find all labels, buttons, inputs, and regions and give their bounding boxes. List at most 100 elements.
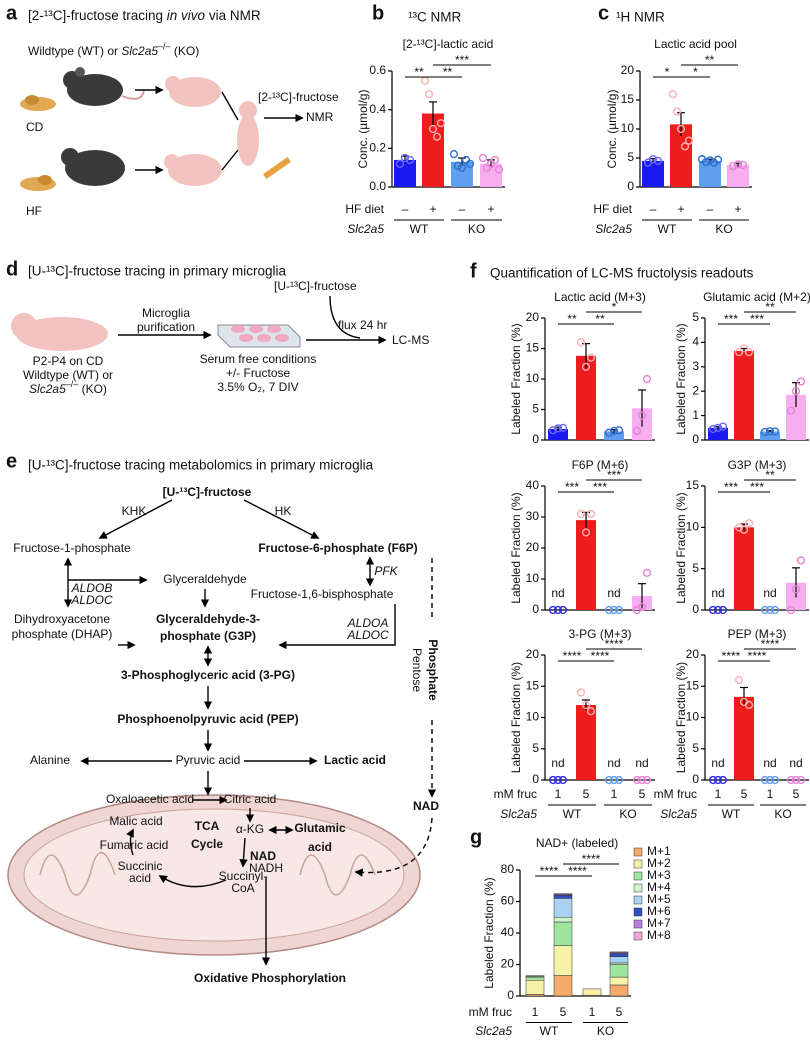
value-label: nd	[789, 756, 802, 770]
group-label: KO	[774, 807, 791, 821]
data-point	[791, 387, 801, 396]
bar	[734, 527, 754, 610]
tracer-label: [U-¹³C]-fructose	[274, 279, 357, 293]
data-point	[642, 374, 652, 384]
x-row-label: mM fruc	[654, 787, 697, 801]
y-tick-label: 0	[627, 179, 634, 193]
y-tick-label: 30	[526, 509, 540, 523]
data-point	[744, 519, 754, 528]
bar-segment	[553, 898, 573, 918]
data-point	[796, 556, 806, 565]
significance-label: ****	[563, 649, 582, 663]
y-tick-label: 15	[686, 678, 700, 692]
pathway-node: PFK	[374, 564, 398, 578]
significance-label: ***	[455, 53, 469, 67]
data-point	[558, 775, 568, 785]
data-point	[765, 427, 775, 436]
legend-swatch	[633, 931, 643, 941]
panel-title: ¹³C NMR	[408, 10, 461, 25]
data-point	[744, 348, 754, 357]
x-tick-label: 1	[589, 1005, 596, 1019]
readout-label: NMR	[306, 110, 334, 124]
value-label: nd	[551, 756, 564, 770]
data-point	[581, 362, 591, 371]
pathway-node: α-KG	[236, 822, 264, 836]
pathway-node: Fructose-1,6-bisphosphate	[251, 587, 394, 601]
legend-swatch	[633, 919, 643, 929]
data-point	[642, 568, 652, 577]
panel-title: [2-¹³C]-fructose tracing in vivo via NMR	[28, 8, 261, 23]
data-point	[614, 775, 624, 785]
x-row-label: Slc2a5	[660, 807, 697, 821]
data-point	[796, 377, 806, 386]
y-tick-label: 5	[627, 150, 634, 164]
y-tick-label: 20	[526, 310, 540, 324]
significance-label: ***	[593, 480, 607, 494]
x-tick-label: 5	[583, 787, 590, 801]
pathway-node: Fumaric acid	[100, 838, 169, 852]
legend-label: M+5	[647, 892, 671, 906]
x-tick-label: 1	[611, 787, 618, 801]
x-tick-label: 5	[639, 787, 646, 801]
significance-label: ****	[591, 649, 610, 663]
pathway-node: phosphate (DHAP)	[12, 627, 113, 641]
panel-title: ¹H NMR	[616, 10, 665, 25]
genotype-label: Wildtype (WT) or Slc2a5–/– (KO)	[28, 41, 199, 58]
pathway-node: phosphate (G3P)	[160, 629, 256, 643]
data-point	[791, 775, 801, 785]
bar-segment	[525, 976, 545, 981]
source-label: P2-P4 on CD	[33, 354, 104, 368]
y-tick-label: 10	[686, 710, 700, 724]
significance-label: *	[665, 65, 670, 79]
pathway-node: Fructose-6-phosphate (F6P)	[258, 541, 417, 555]
y-tick-label: 80	[501, 862, 515, 876]
x-row-label: mM fruc	[469, 1005, 512, 1019]
y-axis-label: Conc. (µmol/g)	[605, 90, 619, 169]
bar	[576, 520, 596, 610]
data-point	[796, 775, 806, 785]
legend-swatch	[633, 907, 643, 917]
bar-segment	[553, 894, 573, 899]
pathway-node: Dihydroxyacetone	[14, 612, 110, 626]
group-label: KO	[468, 222, 485, 236]
bar	[786, 394, 806, 440]
legend-label: M+2	[647, 856, 671, 870]
data-point	[553, 775, 563, 785]
pathway-node: Succinic	[118, 859, 163, 873]
group-label: WT	[563, 807, 582, 821]
bar	[480, 163, 502, 187]
data-point	[632, 775, 642, 785]
pathway-node: [U-¹³C]-fructose	[163, 485, 252, 499]
x-row-label: mM fruc	[494, 787, 537, 801]
data-point	[637, 602, 647, 612]
y-tick-label: 0	[532, 432, 539, 446]
step-label: Microglia	[142, 306, 190, 320]
data-point	[400, 153, 410, 163]
x-row-label: HF diet	[593, 202, 632, 216]
x-tick-label: 1	[767, 787, 774, 801]
panel-label: g	[470, 826, 482, 848]
panel-title: [U-¹³C]-fructose tracing metabolomics in…	[28, 458, 374, 473]
data-point	[586, 353, 596, 362]
x-tick-label: 5	[793, 787, 800, 801]
significance-label: ***	[607, 468, 621, 482]
y-axis-label: Labeled Fraction (%)	[509, 662, 523, 773]
x-tick-label: 5	[560, 1005, 567, 1019]
significance-label: **	[705, 53, 715, 67]
y-tick-label: 0	[507, 988, 514, 1002]
y-tick-label: 0.4	[369, 102, 386, 116]
x-row-label: Slc2a5	[347, 222, 384, 236]
x-tick-label: 1	[532, 1005, 539, 1019]
data-point	[653, 156, 663, 166]
y-tick-label: 10	[526, 710, 540, 724]
readout-label: LC-MS	[392, 333, 429, 347]
y-tick-label: 20	[526, 647, 540, 661]
pathway-node: Glyceraldehyde-3-	[156, 612, 260, 626]
data-point	[672, 107, 682, 116]
data-point	[708, 424, 718, 434]
significance-label: **	[595, 312, 605, 326]
data-point	[558, 423, 568, 432]
data-point	[765, 775, 775, 785]
legend-swatch	[633, 871, 643, 881]
pathway-node: Cycle	[191, 837, 223, 851]
